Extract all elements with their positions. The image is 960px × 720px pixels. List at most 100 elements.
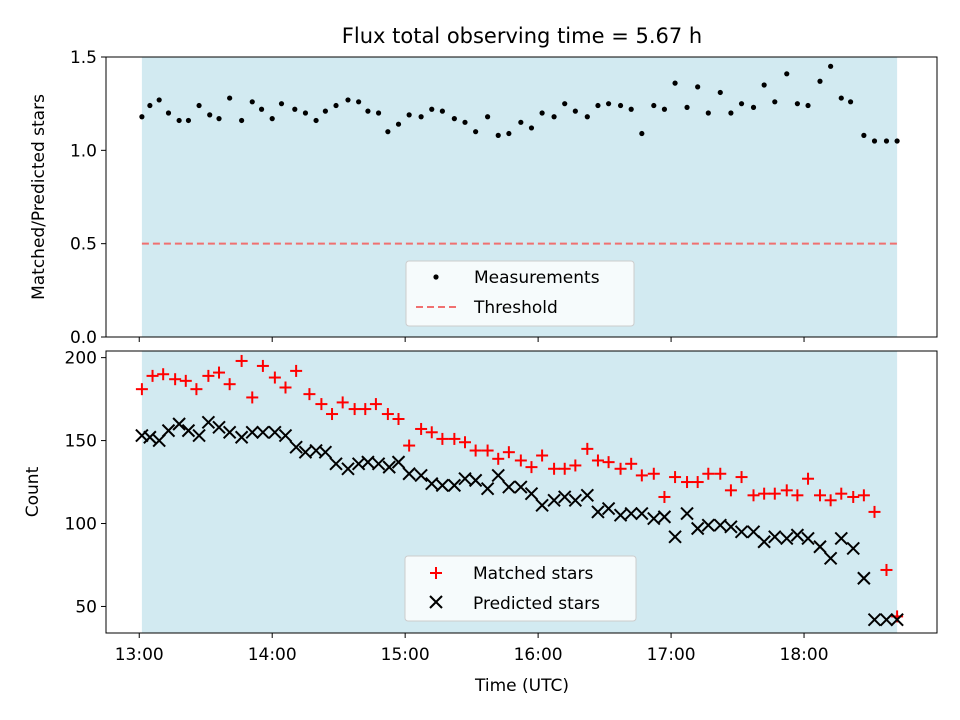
ratio-panel: 0.0 0.5 1.0 1.5 Matched/Predicted stars Mea… (29, 48, 938, 348)
matched-star-point (369, 398, 382, 411)
measurement-point (551, 114, 557, 120)
matched-star-point (202, 369, 215, 382)
measurement-point (313, 117, 319, 124)
matched-star-point (469, 444, 482, 457)
measurement-point (595, 102, 601, 109)
matched-star-point (436, 432, 449, 445)
predicted-star-point (491, 468, 505, 483)
measurement-point (584, 114, 590, 120)
matched-star-point (647, 467, 660, 480)
count-y-tick-label: 50 (75, 597, 97, 617)
measurement-point (139, 114, 145, 120)
matched-star-point (279, 381, 292, 394)
measurement-point (176, 117, 182, 124)
predicted-star-point (757, 535, 771, 549)
measurement-point (439, 108, 445, 114)
measurement-point (761, 82, 767, 88)
predicted-star-point (857, 571, 871, 585)
count-y-tick-label: 200 (65, 349, 97, 369)
measurement-point (333, 102, 339, 109)
ratio-y-tick-label: 0.5 (70, 235, 97, 255)
matched-star-point (381, 408, 394, 421)
measurement-point (617, 102, 624, 109)
count-y-tick-label: 150 (65, 432, 97, 452)
matched-star-point (614, 462, 627, 475)
matched-star-point (847, 490, 860, 503)
matched-star-point (780, 484, 793, 497)
count-legend: Matched stars Predicted stars (404, 555, 637, 622)
measurement-point (345, 97, 351, 103)
matched-star-point (502, 446, 515, 459)
matched-star-point (425, 426, 438, 439)
measurement-point (249, 99, 255, 105)
predicted-legend-marker (429, 595, 443, 609)
measurement-point (817, 78, 823, 84)
measurement-point (695, 84, 701, 90)
x-tick-label: 18:00 (780, 645, 829, 665)
measurement-point (661, 106, 668, 112)
matched-star-point (179, 374, 192, 387)
measurement-point (216, 116, 222, 122)
matched-star-point (326, 408, 339, 421)
matched-star-point (359, 403, 372, 416)
measurement-point (196, 102, 202, 109)
matched-star-point (348, 403, 361, 416)
matched-star-point (525, 461, 538, 474)
matched-star-point (791, 489, 804, 502)
matched-star-point (658, 490, 671, 503)
predicted-star-point (568, 493, 583, 508)
matched-star-point (735, 471, 748, 484)
predicted-star-point (591, 505, 605, 519)
predicted-star-point (192, 428, 206, 443)
matched-star-point (758, 487, 771, 500)
predicted-star-point (701, 518, 716, 532)
matched-star-point (315, 398, 328, 411)
predicted-star-point (601, 501, 616, 516)
predicted-star-point (222, 425, 237, 439)
measurement-point (572, 108, 578, 114)
matched-star-point (768, 487, 781, 500)
ratio-y-tick-label: 1.5 (70, 48, 97, 68)
measurement-point (227, 95, 233, 101)
measurement-point (672, 80, 678, 86)
measurement-point (883, 138, 890, 144)
measurement-point (165, 110, 172, 116)
threshold-legend-label: Threshold (473, 298, 558, 318)
measurement-point (462, 119, 468, 125)
matched-star-point (802, 472, 815, 485)
measurement-point (847, 99, 854, 105)
count-y-axis-label: Count (23, 466, 43, 517)
matched-star-point (548, 462, 561, 475)
measurement-point (418, 114, 424, 120)
predicted-star-point (135, 428, 149, 443)
matched-star-point (223, 378, 236, 391)
x-tick-label: 17:00 (647, 645, 696, 665)
predicted-star-point (181, 423, 196, 438)
predicted-star-point (212, 420, 226, 435)
matched-star-point (635, 469, 648, 482)
measurement-point (784, 71, 790, 77)
matched-star-point (724, 484, 737, 497)
matched-legend-marker (430, 567, 442, 579)
matched-star-point (868, 505, 881, 518)
measurement-point (156, 97, 162, 103)
predicted-star-point (480, 481, 495, 496)
measurement-point (375, 110, 382, 116)
predicted-star-point (289, 440, 303, 454)
ratio-y-tick-label: 1.0 (70, 141, 97, 161)
matched-star-point (256, 359, 269, 372)
measurement-point (495, 132, 501, 138)
predicted-star-point (268, 425, 282, 439)
predicted-star-point (245, 425, 259, 439)
matched-star-point (625, 457, 638, 470)
predicted-star-point (298, 445, 313, 459)
predicted-star-point (780, 531, 794, 546)
matched-star-point (581, 442, 594, 455)
predicted-star-point (846, 541, 860, 556)
measurement-point (805, 102, 811, 109)
count-panel: 50 100 150 200 13:00 14:00 15:00 16:00 17:00 18:0… (23, 349, 938, 696)
ratio-y-axis-label: Matched/Predicted stars (29, 94, 49, 300)
matched-star-point (857, 489, 870, 502)
measurement-point (772, 99, 778, 105)
predicted-star-point (535, 498, 549, 512)
